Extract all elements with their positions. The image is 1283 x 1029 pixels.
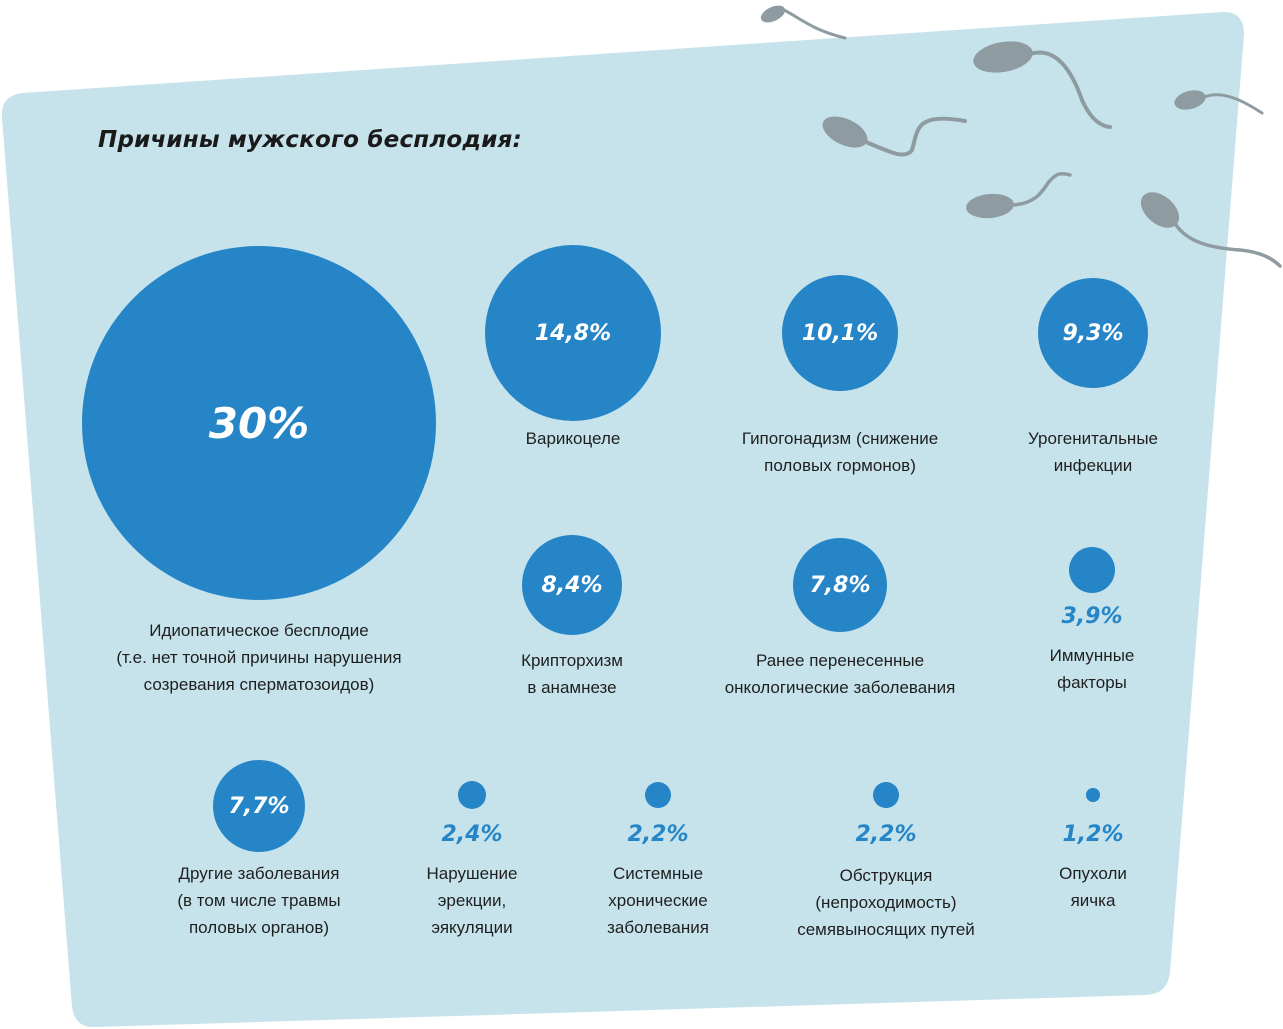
category-label-line: (в том числе травмы — [177, 891, 341, 910]
category-label: Варикоцеле — [526, 425, 621, 452]
category-label-line: (непроходимость) — [815, 893, 957, 912]
category-label-line: Обструкция — [839, 866, 933, 885]
value-label: 7,8% — [809, 572, 871, 598]
category-label-line: созревания сперматозоидов) — [143, 675, 375, 694]
category-label-line: Крипторхизм — [521, 651, 623, 670]
category-label-line: Нарушение — [426, 864, 518, 883]
category-label-line: заболевания — [607, 918, 709, 937]
category-label: Гипогонадизм (снижение половых гормонов) — [742, 425, 938, 479]
category-label-line: яичка — [1070, 891, 1116, 910]
category-label-line: в анамнезе — [527, 678, 617, 697]
sperm-cell-icon — [760, 5, 847, 40]
value-label: 1,2% — [1062, 822, 1124, 847]
bubble — [1069, 547, 1115, 593]
category-label: Обструкция (непроходимость) семявыносящих … — [797, 862, 975, 943]
bubble: 7,8% — [793, 538, 887, 632]
category-label-line: Варикоцеле — [525, 429, 621, 448]
category-label: Ранее перенесенные онкологические заболев… — [725, 647, 956, 701]
category-label-line: онкологические заболевания — [724, 678, 956, 697]
category-label: Иммунные факторы — [1050, 642, 1135, 696]
value-label: 10,1% — [801, 320, 879, 346]
category-label-line: Ранее перенесенные — [755, 651, 925, 670]
bubble: 9,3% — [1038, 278, 1148, 388]
value-label: 30% — [208, 398, 310, 448]
value-label: 2,2% — [855, 822, 917, 847]
sperm-cell-icon — [760, 5, 1282, 268]
value-label: 8,4% — [541, 572, 603, 598]
category-label-line: половых гормонов) — [764, 456, 916, 475]
category-label-line: Системные — [612, 864, 704, 883]
value-label: 3,9% — [1061, 604, 1123, 629]
category-label: Урогенитальные инфекции — [1028, 425, 1158, 479]
bubble — [458, 781, 486, 809]
category-label-line: эрекции, — [437, 891, 507, 910]
category-label: Нарушение эрекции, эякуляции — [427, 860, 518, 941]
value-label: 2,2% — [627, 822, 689, 847]
bubble: 30% — [82, 246, 436, 600]
bubble — [645, 782, 671, 808]
value-label: 7,7% — [228, 793, 290, 819]
bubble: 7,7% — [213, 760, 305, 852]
sperm-cell-icon — [822, 116, 967, 157]
category-label-line: инфекции — [1053, 456, 1133, 475]
bubble: 14,8% — [485, 245, 661, 421]
sperm-cell-icon — [1140, 192, 1282, 268]
category-label-line: Урогенитальные — [1028, 429, 1158, 448]
bubble: 10,1% — [782, 275, 898, 391]
sperm-cell-icon — [1174, 90, 1264, 115]
category-label-line: факторы — [1057, 673, 1127, 692]
chart-title: Причины мужского бесплодия: — [98, 127, 522, 153]
category-label: Крипторхизм в анамнезе — [521, 647, 623, 701]
bubble: 8,4% — [522, 535, 622, 635]
category-label-line: Другие заболевания — [178, 864, 340, 883]
category-label-line: Иммунные — [1049, 646, 1135, 665]
value-label: 9,3% — [1062, 320, 1124, 346]
sperm-cell-icon — [973, 41, 1112, 129]
category-label: Опухоли яичка — [1059, 860, 1127, 914]
category-label: Другие заболевания (в том числе травмы пол… — [177, 860, 340, 941]
bubble — [873, 782, 899, 808]
category-label: Системные хронические заболевания — [607, 860, 709, 941]
category-label-line: эякуляции — [431, 918, 513, 937]
value-label: 14,8% — [534, 320, 612, 346]
bubble — [1086, 788, 1100, 802]
category-label: Идиопатическое бесплодие (т.е. нет точной… — [116, 617, 401, 698]
category-label-line: (т.е. нет точной причины нарушения — [116, 648, 402, 667]
sperm-cell-icon — [966, 171, 1072, 219]
category-label-line: Гипогонадизм (снижение — [741, 429, 939, 448]
category-label-line: хронические — [608, 891, 708, 910]
value-label: 2,4% — [441, 822, 503, 847]
category-label-line: половых органов) — [188, 918, 330, 937]
category-label-line: семявыносящих путей — [797, 920, 975, 939]
category-label-line: Опухоли — [1059, 864, 1127, 883]
category-label-line: Идиопатическое бесплодие — [149, 621, 369, 640]
